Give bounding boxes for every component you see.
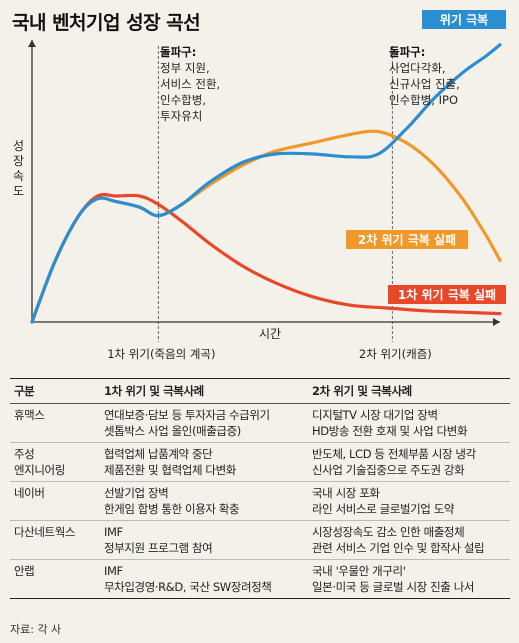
crisis2-cell: 국내 '우물안 개구리' 일본·미국 등 글로벌 시장 진출 나서: [308, 559, 510, 599]
company-name: 휴맥스: [14, 408, 45, 422]
page-title: 국내 벤처기업 성장 곡선: [12, 12, 201, 34]
annotation-line: 사업다각화,: [389, 61, 446, 75]
company-name: 다산네트웍스: [14, 525, 76, 539]
crisis-markers: 1차 위기(죽음의 계곡) 2차 위기(캐즘): [107, 46, 432, 361]
series-line-1: [30, 43, 502, 324]
company-cell: 안랩: [10, 559, 100, 599]
annotations-layer: 돌파구: 정부 지원, 서비스 전환, 인수합병, 투자유치 돌파구: 사업다각화, 신규사업…: [160, 45, 460, 123]
series-label-1: 위기 극복: [440, 12, 488, 27]
case-text: 라인 서비스로 글로벌기업 도약: [312, 502, 455, 516]
crisis-label-2: 2차 위기(캐즘): [359, 347, 432, 361]
case-text: 연대보증·담보 등 투자자금 수급위기: [104, 408, 270, 422]
annotation-heading-1: 돌파구:: [160, 45, 196, 59]
company-cell: 휴맥스: [10, 403, 100, 443]
series-label-bg-1: [422, 10, 506, 29]
case-text: IMF: [104, 525, 123, 539]
series-label-3: 1차 위기 극복 실패: [398, 287, 496, 302]
table-row: 휴맥스 연대보증·담보 등 투자자금 수급위기 셋톱박스 사업 올인(매출급증) 디지…: [10, 403, 510, 443]
y-axis-arrow-icon: [28, 40, 36, 47]
company-cell: 네이버: [10, 481, 100, 521]
case-text: 신사업 기술집중으로 주도권 강화: [312, 463, 465, 477]
case-text: 디지털TV 시장 대기업 장벽: [312, 408, 438, 422]
table-body: 휴맥스 연대보증·담보 등 투자자금 수급위기 셋톱박스 사업 올인(매출급증) 디지…: [10, 403, 510, 599]
source-note: 자료: 각 사: [10, 623, 62, 636]
annotation-line: 서비스 전환,: [160, 77, 220, 91]
header-crisis2: 2차 위기 및 극복사례: [308, 378, 510, 404]
crisis-case-table: 구분 1차 위기 및 극복사례 2차 위기 및 극복사례 휴맥스 연대보증·담보 …: [10, 378, 510, 599]
company-name: 주성: [14, 447, 35, 461]
annotation-heading-2: 돌파구:: [389, 45, 425, 59]
table-header-row: 구분 1차 위기 및 극복사례 2차 위기 및 극복사례: [10, 378, 510, 404]
case-text: 셋톱박스 사업 올인(매출급증): [104, 424, 241, 438]
case-text: 국내 시장 포화: [312, 486, 380, 500]
growth-curve-chart: 성 장 속 도시간 1차 위기(죽음의 계곡) 2차 위기(캐즘) 돌파구: 정부 지원,…: [13, 10, 506, 361]
table-row: 주성 엔지니어링 협력업체 납품계약 중단 제품전환 및 협력업체 다변화 반도체, L…: [10, 442, 510, 482]
x-axis-label: 시간: [259, 327, 281, 341]
case-text: 일본·미국 등 글로벌 시장 진출 나서: [312, 580, 475, 594]
company-cell: 다산네트웍스: [10, 520, 100, 560]
series-label-bg-3: [388, 285, 506, 304]
chart-axes: 성 장 속 도시간: [13, 40, 500, 341]
company-name: 네이버: [14, 486, 45, 500]
company-name: 엔지니어링: [14, 463, 65, 477]
annotation-line: 정부 지원,: [160, 61, 210, 75]
case-text: 협력업체 납품계약 중단: [104, 447, 213, 461]
annotation-line: 인수합병, IPO: [389, 93, 458, 107]
case-text: 무차입경영·R&D, 국산 SW장려정책: [104, 580, 272, 594]
case-text: 시장성장속도 감소 인한 매출정체: [312, 525, 465, 539]
header-crisis1: 1차 위기 및 극복사례: [100, 378, 308, 404]
table-row: 안랩 IMF 무차입경영·R&D, 국산 SW장려정책 국내 '우물안 개구리' 일본·…: [10, 559, 510, 599]
table-row: 네이버 선발기업 장벽 한게임 합병 통한 이용자 확충 국내 시장 포화 라인 서비스…: [10, 481, 510, 521]
case-text: 반도체, LCD 등 전체부품 시장 냉각: [312, 447, 476, 461]
crisis-label-1: 1차 위기(죽음의 계곡): [107, 347, 215, 361]
case-text: IMF: [104, 564, 123, 578]
header-company: 구분: [10, 378, 100, 404]
labels-layer: 위기 극복 2차 위기 극복 실패 1차 위기 극복 실패: [346, 10, 506, 304]
case-text: 정부지원 프로그램 참여: [104, 541, 213, 555]
crisis1-cell: IMF 무차입경영·R&D, 국산 SW장려정책: [100, 559, 308, 599]
case-text: 선발기업 장벽: [104, 486, 169, 500]
company-name: 안랩: [14, 564, 35, 578]
x-axis-arrow-icon: [493, 318, 500, 326]
series-label-bg-2: [346, 230, 468, 249]
annotation-line: 투자유치: [160, 109, 202, 123]
case-text: 제품전환 및 협력업체 다변화: [104, 463, 236, 477]
series-label-2: 2차 위기 극복 실패: [358, 232, 456, 247]
case-text: HD방송 전환 호재 및 사업 다변화: [312, 424, 468, 438]
case-text: 한게임 합병 통한 이용자 확충: [104, 502, 240, 516]
annotation-line: 인수합병,: [160, 93, 206, 107]
annotation-line: 신규사업 진출,: [389, 77, 460, 91]
case-text: 국내 '우물안 개구리': [312, 564, 406, 578]
crisis2-cell: 디지털TV 시장 대기업 장벽 HD방송 전환 호재 및 사업 다변화: [308, 403, 510, 443]
series-layer: [30, 43, 502, 324]
crisis1-cell: IMF 정부지원 프로그램 참여: [100, 520, 308, 560]
case-text: 관련 서비스 기업 인수 및 합작사 설립: [312, 541, 485, 555]
